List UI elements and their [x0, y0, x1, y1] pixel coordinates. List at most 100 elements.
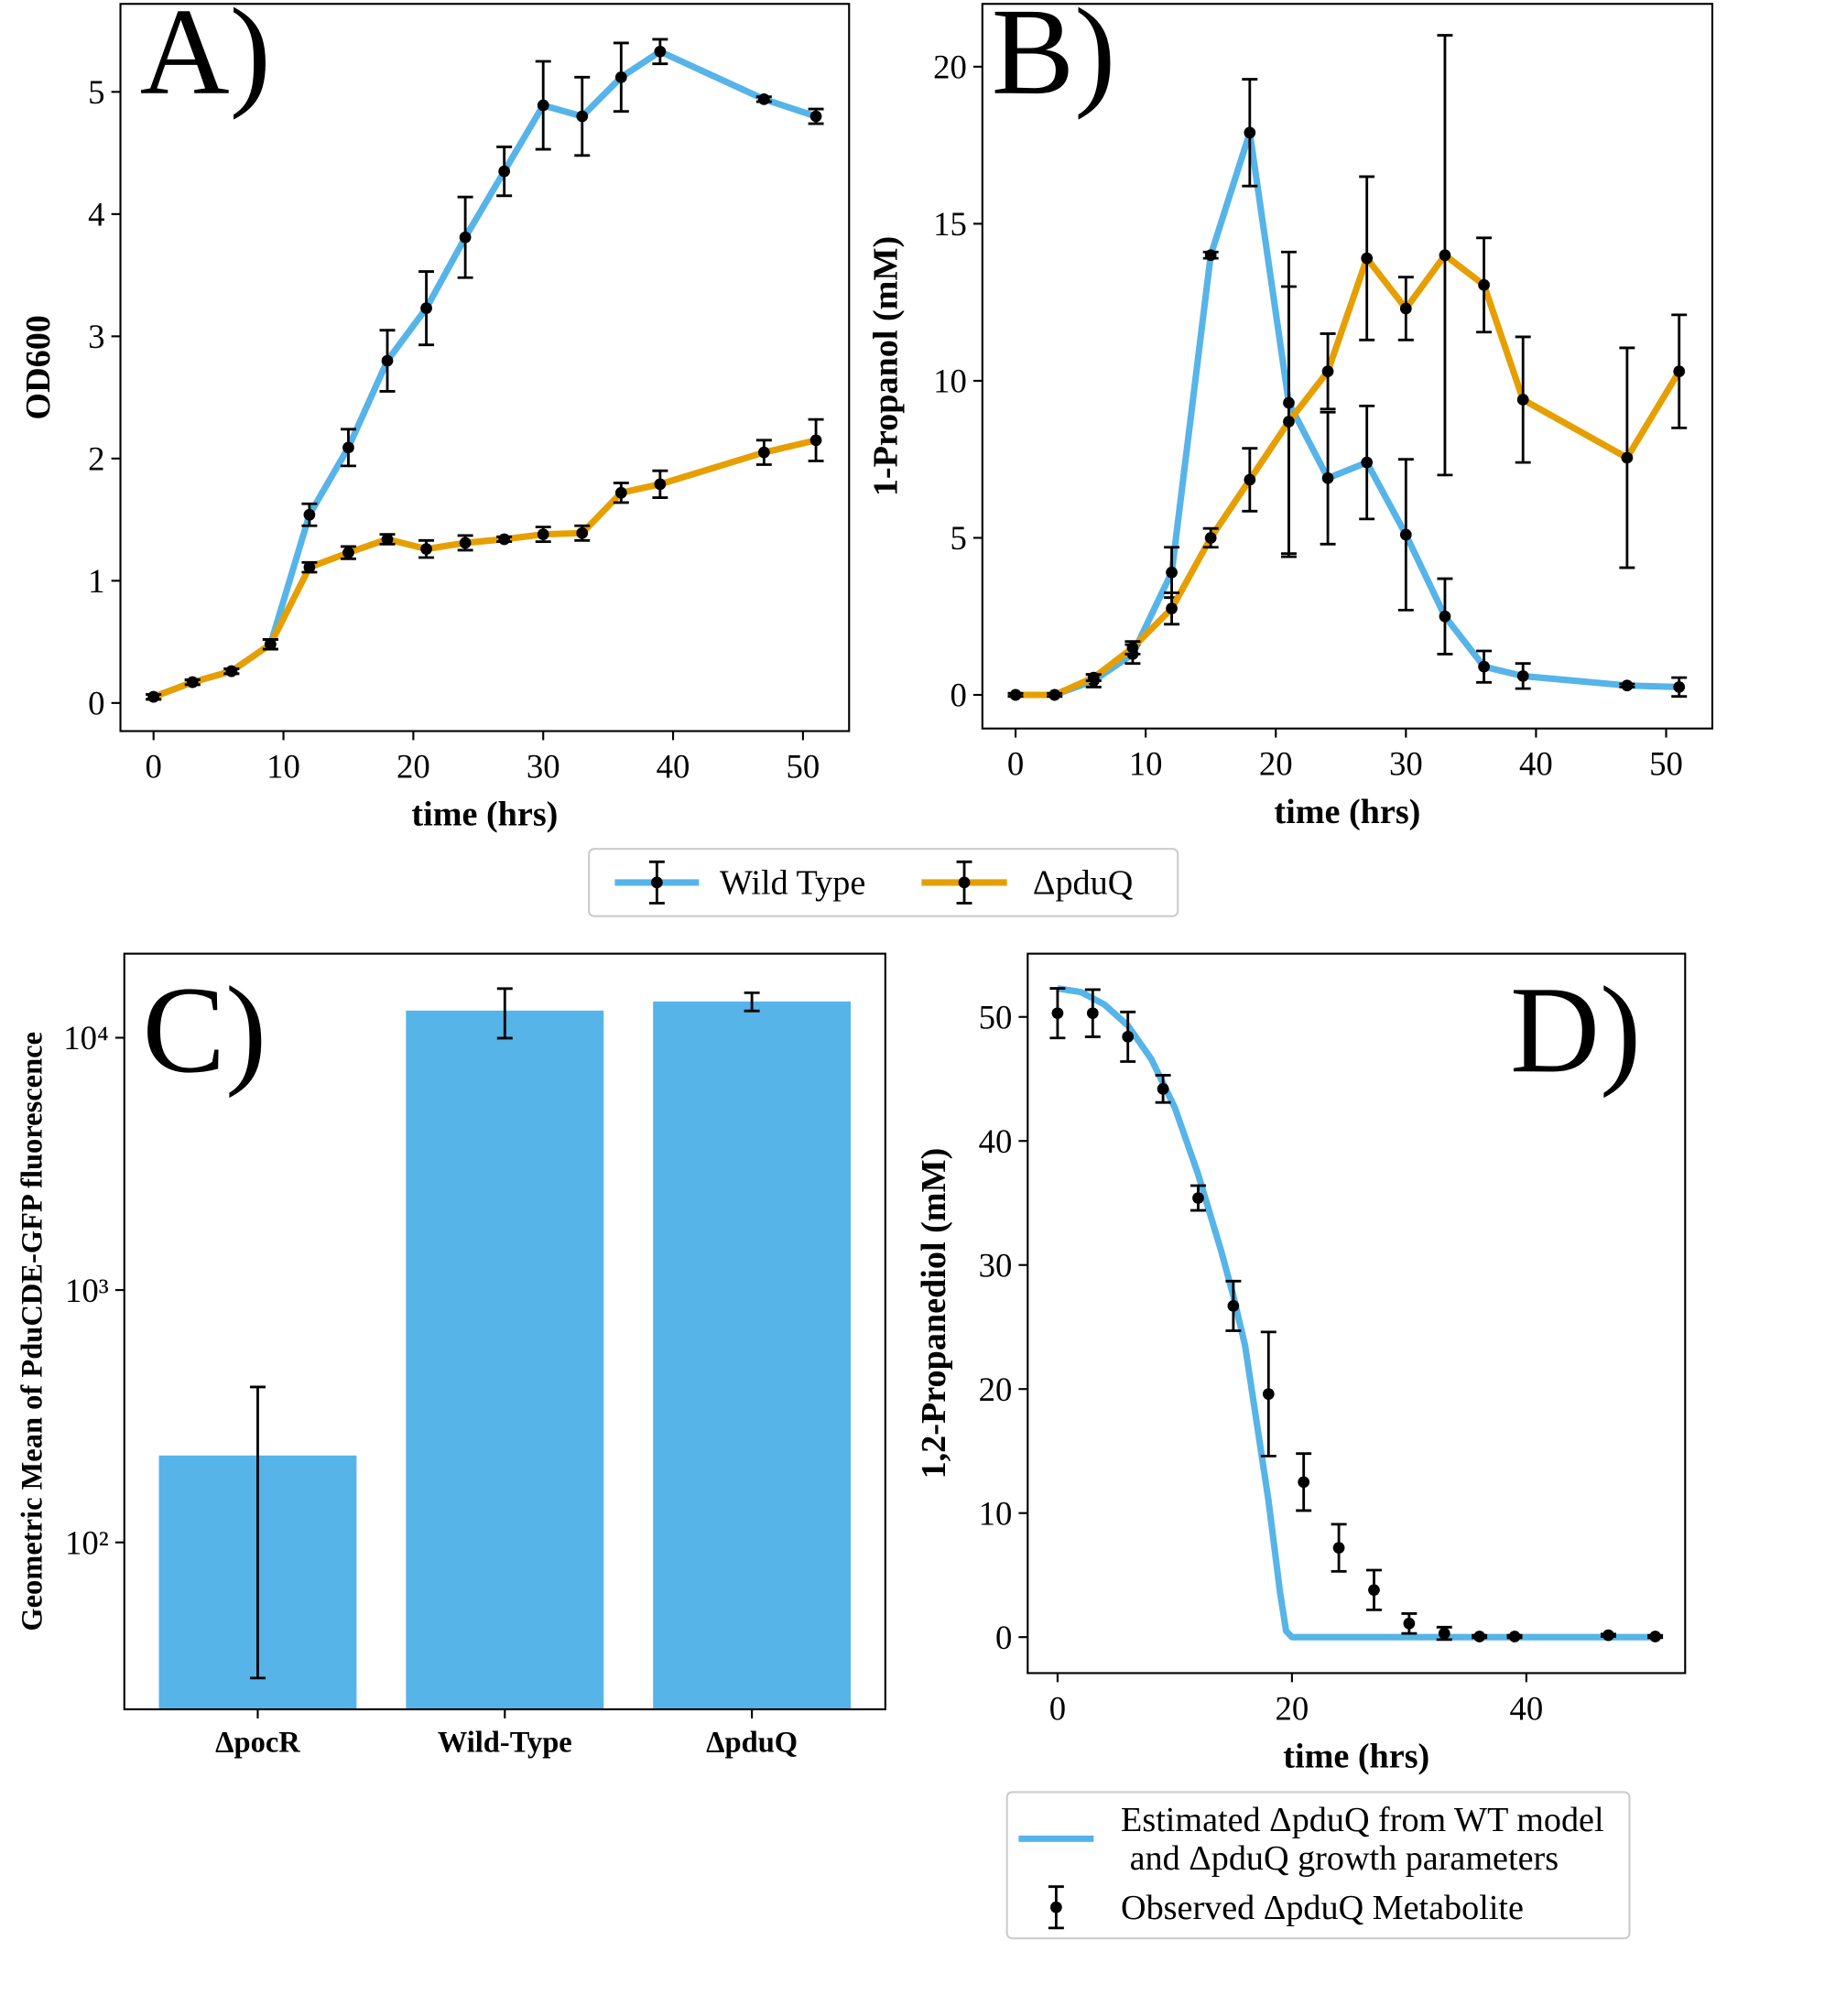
data-point — [1126, 642, 1139, 654]
data-point — [1403, 1617, 1416, 1630]
data-point — [147, 690, 160, 703]
data-point — [1262, 1388, 1275, 1400]
x-tick-label: 10 — [266, 747, 300, 785]
series-line — [152, 437, 817, 700]
data-point — [1621, 451, 1634, 464]
data-point — [1473, 1631, 1486, 1642]
data-point — [1166, 602, 1178, 615]
data-point — [654, 45, 667, 58]
y-tick-label: 10⁴ — [63, 1019, 109, 1057]
axes-frame — [119, 3, 851, 732]
data-point — [342, 441, 354, 454]
data-point — [1157, 1082, 1169, 1095]
data-point — [459, 231, 472, 244]
data-point — [576, 526, 589, 539]
data-point — [498, 165, 511, 178]
data-point — [1244, 473, 1256, 486]
data-point — [1166, 566, 1178, 579]
y-tick-label: 5 — [950, 519, 966, 557]
axes-frame — [123, 952, 886, 1711]
y-tick-label: 40 — [979, 1122, 1013, 1160]
y-axis-label: 1,2-Propanediol (mM) — [915, 1148, 953, 1479]
data-point — [1621, 679, 1634, 692]
x-tick-label: 40 — [1509, 1689, 1543, 1727]
bar — [406, 1010, 604, 1710]
error-bar — [249, 1385, 266, 1680]
data-point — [614, 486, 627, 499]
data-point — [1283, 416, 1295, 428]
x-tick-label: ΔpocR — [215, 1727, 300, 1760]
y-tick-label: 2 — [88, 440, 104, 478]
x-tick-label: 40 — [657, 747, 690, 785]
data-point — [1649, 1631, 1661, 1642]
series-line — [1016, 129, 1679, 699]
data-point — [1673, 365, 1686, 377]
data-point — [1087, 671, 1100, 684]
y-tick-label: 3 — [88, 318, 104, 355]
y-tick-label: 4 — [88, 196, 104, 233]
y-tick-label: 10³ — [65, 1272, 109, 1309]
y-axis-label: OD600 — [19, 315, 58, 419]
data-point — [1332, 1542, 1345, 1554]
data-point — [1122, 1031, 1135, 1043]
x-tick-label: Wild-Type — [438, 1727, 572, 1760]
series — [146, 417, 824, 703]
y-tick-label: 10 — [979, 1494, 1013, 1532]
data-point — [1321, 365, 1334, 377]
data-point — [1086, 1007, 1099, 1020]
data-point — [303, 561, 316, 574]
y-tick-label: 0 — [88, 685, 104, 722]
bar — [653, 1001, 852, 1710]
data-point — [1204, 249, 1217, 262]
data-point — [537, 99, 549, 112]
y-tick-label: 0 — [950, 677, 966, 714]
data-point — [1368, 1584, 1380, 1597]
y-tick-label: 50 — [979, 998, 1013, 1035]
x-tick-label: 30 — [527, 747, 560, 785]
x-tick-label: 0 — [1049, 1689, 1066, 1727]
data-point — [1602, 1629, 1614, 1642]
x-tick-label: 40 — [1519, 745, 1553, 783]
y-axis-label: Geometric Mean of PduCDE-GFP fluorescenc… — [16, 1032, 49, 1631]
y-tick-label: 20 — [933, 49, 967, 86]
data-point — [1361, 456, 1374, 469]
data-point — [1048, 688, 1061, 701]
x-tick-label: 0 — [146, 747, 162, 785]
data-point — [420, 302, 432, 315]
y-tick-label: 0 — [995, 1619, 1012, 1656]
x-tick-label: 50 — [1649, 745, 1683, 783]
data-point — [1321, 471, 1334, 484]
data-point — [498, 533, 511, 546]
data-point — [1478, 660, 1490, 673]
legend-label: Observed ΔpduQ Metabolite — [1121, 1889, 1524, 1927]
x-axis-label: time (hrs) — [1274, 793, 1420, 831]
x-tick-label: 20 — [397, 747, 430, 785]
data-point — [381, 533, 394, 546]
series-line — [1016, 252, 1682, 699]
data-point — [1227, 1300, 1240, 1312]
data-point — [1204, 532, 1217, 544]
x-axis-label: time (hrs) — [411, 796, 558, 834]
x-tick-label: 10 — [1129, 745, 1163, 783]
data-point — [1051, 1007, 1064, 1020]
data-point — [1399, 528, 1412, 541]
series-line — [152, 48, 818, 700]
data-point — [1361, 252, 1374, 265]
y-tick-label: 1 — [88, 562, 104, 600]
data-point — [1244, 126, 1256, 139]
axes-frame — [981, 3, 1714, 730]
y-tick-label: 15 — [933, 205, 967, 243]
x-tick-label: 0 — [1007, 745, 1024, 783]
data-point — [757, 93, 770, 105]
panel-label: C) — [143, 961, 267, 1099]
y-tick-label: 30 — [979, 1246, 1013, 1284]
error-bar — [496, 987, 513, 1040]
data-point — [537, 528, 549, 540]
x-tick-label: 30 — [1389, 745, 1423, 783]
data-point — [420, 543, 432, 555]
series — [1049, 987, 1664, 1642]
data-point — [1478, 278, 1490, 291]
data-point — [809, 434, 822, 447]
legend-marker — [651, 876, 663, 889]
